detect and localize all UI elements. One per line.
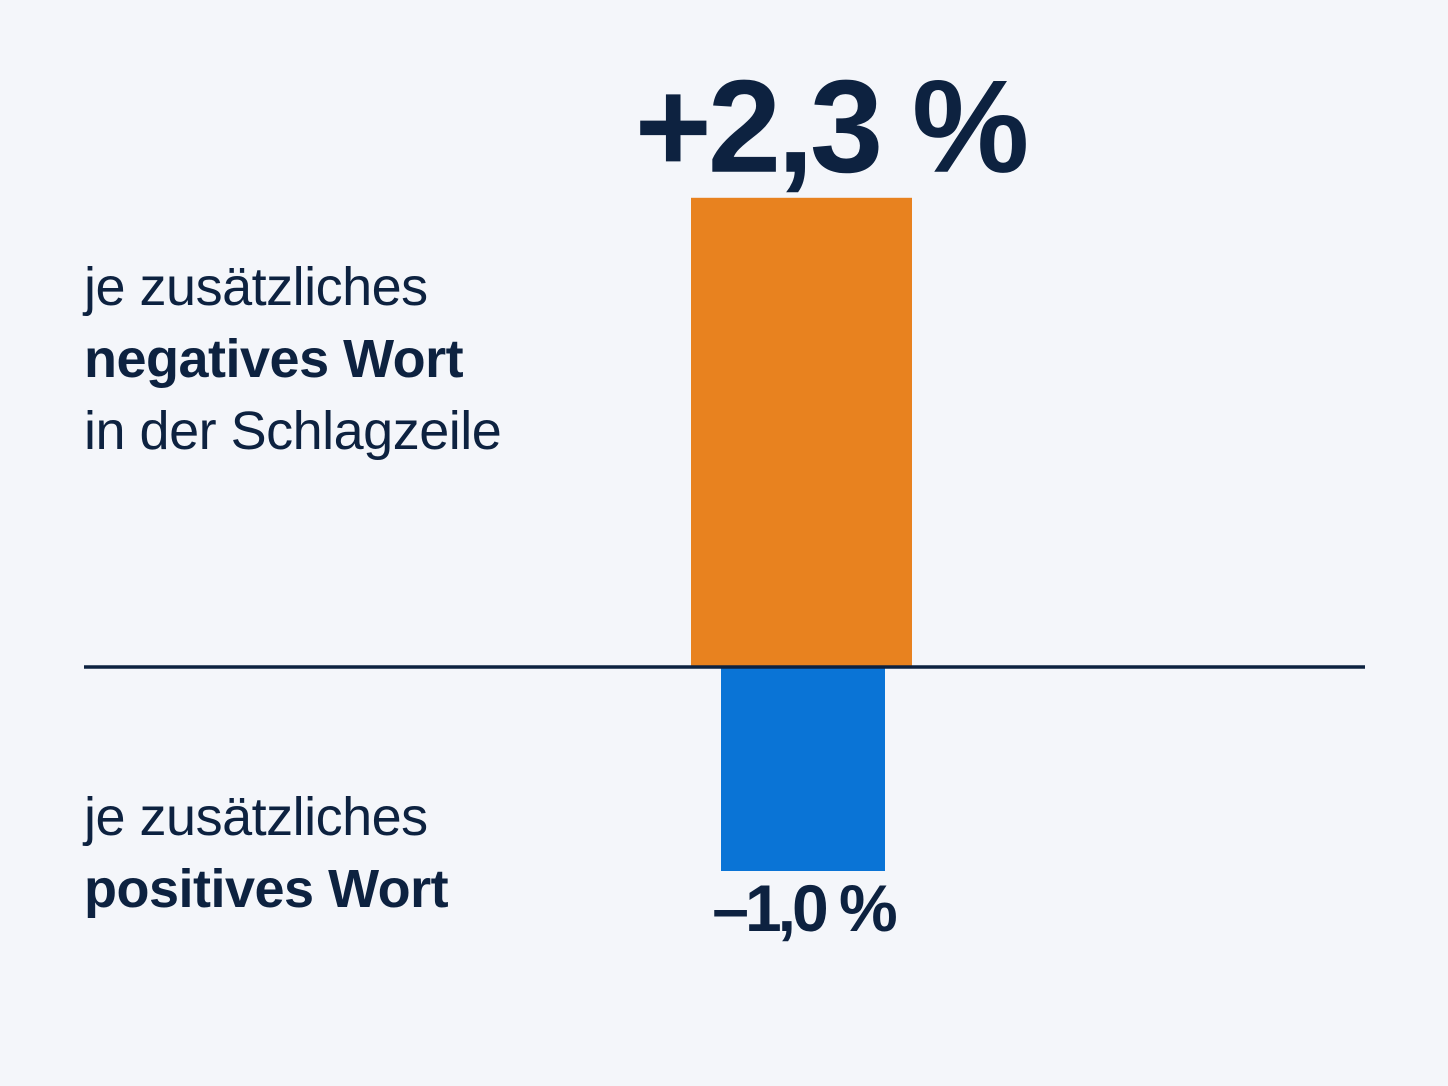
negative-label-line-2: negatives Wort	[84, 329, 464, 389]
bar-negative-word	[691, 197, 912, 668]
negative-label-line-3: in der Schlagzeile	[84, 401, 502, 461]
positive-label-line-2: positives Wort	[84, 859, 449, 919]
value-labels-layer: +2,3 % –1,0 %	[635, 53, 1030, 945]
category-label-positive-word: je zusätzliches positives Wort	[84, 781, 449, 925]
bars-layer	[691, 197, 912, 871]
category-label-negative-word: je zusätzliches negatives Wort in der Sc…	[84, 251, 502, 467]
negative-label-line-1: je zusätzliches	[84, 257, 428, 317]
value-label-negative-word: +2,3 %	[635, 53, 1026, 200]
value-label-positive-word: –1,0 %	[712, 871, 896, 945]
positive-label-line-1: je zusätzliches	[84, 787, 428, 847]
bar-positive-word	[721, 667, 885, 871]
